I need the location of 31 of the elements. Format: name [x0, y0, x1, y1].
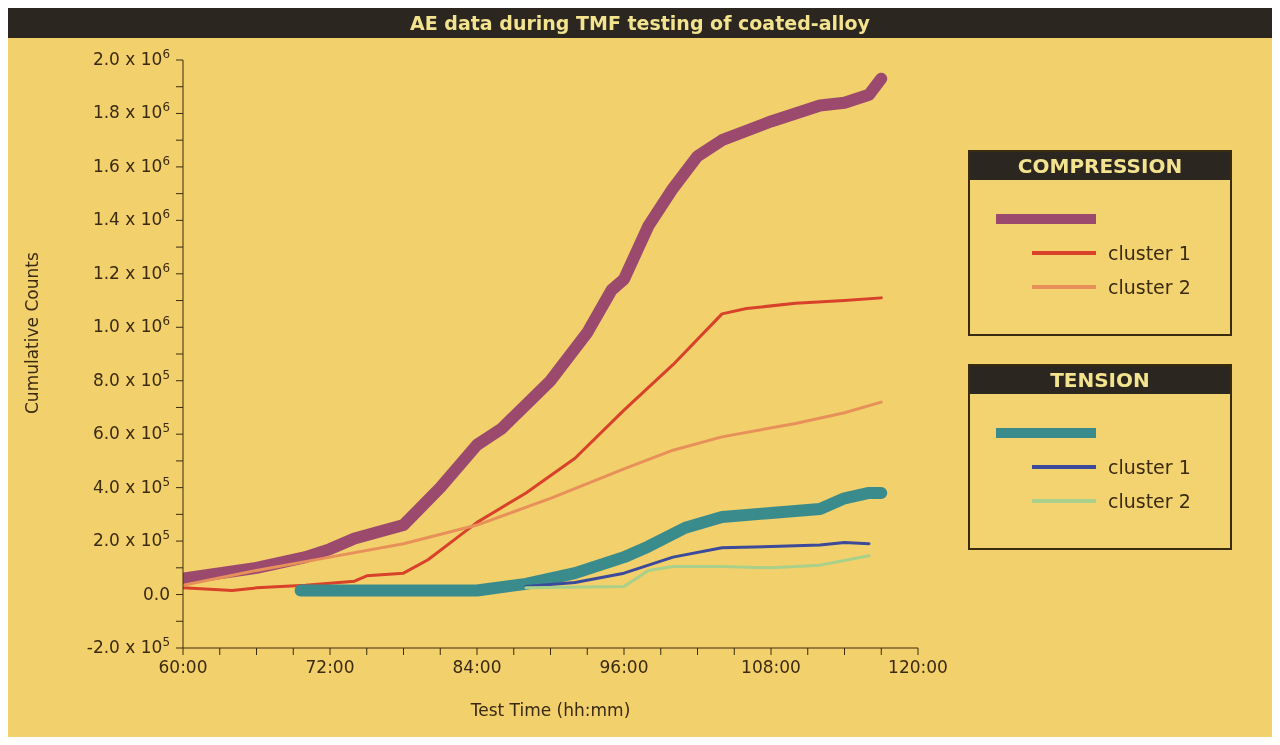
x-tick-label: 84:00 — [452, 657, 502, 677]
line-series — [183, 400, 883, 587]
y-tick-label: 0.0 — [142, 583, 170, 604]
y-tick-label: 2.0 x 10$^{5}$ — [92, 528, 170, 551]
line-series — [524, 554, 871, 590]
x-tick-label: 72:00 — [305, 657, 355, 677]
line-series — [524, 540, 871, 589]
x-tick-label: 108:00 — [741, 657, 801, 677]
x-tick-label: 96:00 — [599, 657, 649, 677]
line-series — [183, 296, 883, 593]
y-tick-label: 8.0 x 10$^{5}$ — [92, 367, 170, 390]
legend-label: cluster 1 — [1108, 456, 1191, 478]
y-axis-title: Cumulative Counts — [22, 252, 43, 414]
text: COMPRESSION — [970, 152, 1230, 180]
legend-label: cluster 2 — [1108, 490, 1191, 512]
y-tick-label: 2.0 x 10$^{6}$ — [92, 47, 170, 69]
chart-title: AE data during TMF testing of coated-alloy — [8, 8, 1272, 38]
y-tick-label: 1.4 x 10$^{6}$ — [92, 207, 170, 230]
y-tick-label: 1.0 x 10$^{6}$ — [92, 314, 170, 337]
x-tick-label: 120:00 — [888, 657, 948, 677]
y-tick-label: -2.0 x 10$^{5}$ — [86, 635, 170, 657]
y-tick-label: 6.0 x 10$^{5}$ — [92, 421, 170, 444]
y-tick-label: 4.0 x 10$^{5}$ — [92, 474, 170, 497]
legend-label: cluster 1 — [1108, 242, 1191, 264]
text: TENSION — [970, 366, 1230, 394]
y-tick-label: 1.6 x 10$^{6}$ — [92, 153, 170, 176]
x-axis-title: Test Time (hh:mm) — [469, 700, 631, 720]
legend-label: cluster 2 — [1108, 276, 1191, 298]
y-tick-label: 1.8 x 10$^{6}$ — [92, 100, 170, 123]
y-tick-label: 1.2 x 10$^{6}$ — [92, 260, 170, 283]
x-tick-label: 60:00 — [158, 657, 208, 677]
